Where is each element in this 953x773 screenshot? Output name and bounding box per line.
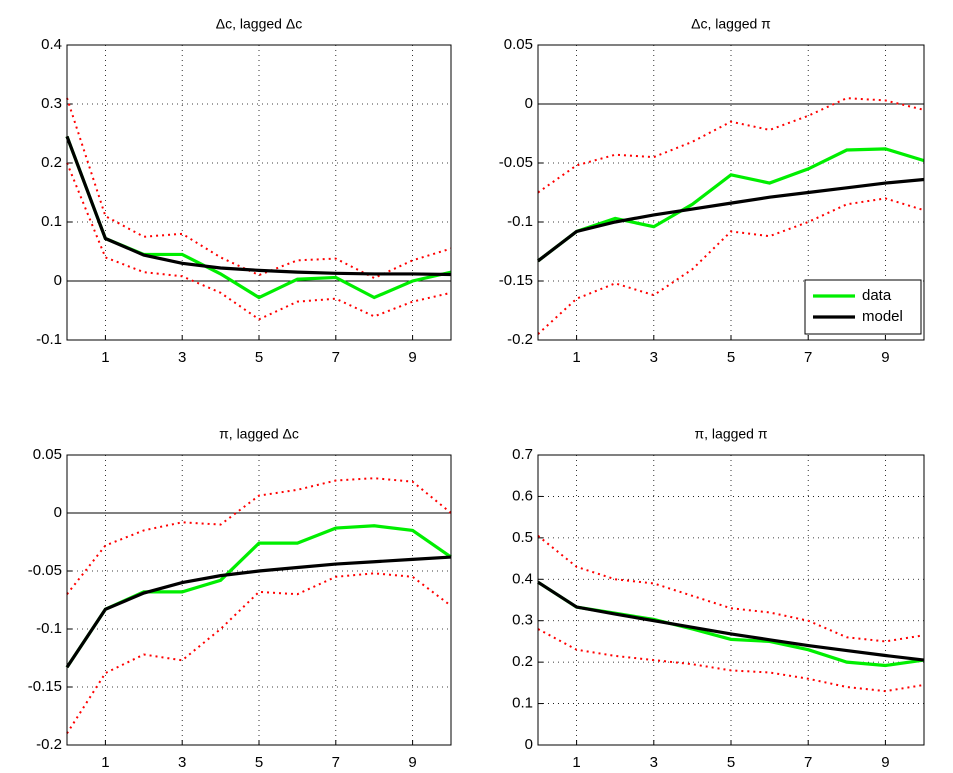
y-tick-label: 0.7 (512, 446, 533, 463)
band-line (66, 572, 452, 734)
x-tick-label: 7 (804, 349, 812, 366)
x-tick-label: 9 (881, 349, 889, 366)
y-tick-label: 0 (525, 736, 533, 753)
y-tick-label: 0 (54, 272, 62, 289)
y-tick-label: -0.05 (28, 562, 62, 579)
y-tick-label: -0.2 (36, 736, 62, 753)
y-tick-label: -0.1 (507, 213, 533, 230)
band-line (66, 477, 452, 595)
x-tick-label: 9 (408, 754, 416, 771)
series-line (65, 555, 452, 669)
x-tick-label: 9 (408, 349, 416, 366)
y-tick-label: -0.15 (499, 272, 533, 289)
x-tick-label: 1 (101, 349, 109, 366)
x-tick-label: 7 (804, 754, 812, 771)
x-tick-label: 5 (727, 349, 735, 366)
y-tick-label: 0.2 (41, 154, 62, 171)
y-tick-label: 0.1 (41, 213, 62, 230)
legend-label: data (862, 287, 892, 304)
x-tick-label: 5 (727, 754, 735, 771)
y-tick-label: 0.4 (41, 36, 62, 53)
x-tick-label: 3 (178, 754, 186, 771)
x-tick-label: 7 (332, 754, 340, 771)
x-tick-label: 9 (881, 754, 889, 771)
y-tick-label: -0.15 (28, 678, 62, 695)
y-tick-label: 0.3 (512, 612, 533, 629)
x-tick-label: 3 (650, 754, 658, 771)
x-tick-label: 5 (255, 754, 263, 771)
y-tick-label: -0.2 (507, 331, 533, 348)
y-tick-label: -0.05 (499, 154, 533, 171)
y-tick-label: -0.1 (36, 620, 62, 637)
y-tick-label: 0.05 (504, 36, 533, 53)
y-tick-label: 0.05 (33, 446, 62, 463)
y-tick-label: 0 (54, 504, 62, 521)
y-tick-label: 0.5 (512, 529, 533, 546)
y-tick-label: 0.2 (512, 653, 533, 670)
series-line (537, 177, 925, 263)
band-line (537, 97, 925, 194)
y-tick-label: -0.1 (36, 331, 62, 348)
plot-frame (66, 454, 452, 746)
legend-box (804, 279, 922, 335)
plot-frame (66, 44, 452, 341)
subplot-title: Δc, lagged π (691, 16, 771, 32)
series-line (537, 147, 925, 263)
subplot-title: π, lagged Δc (219, 426, 299, 442)
x-tick-label: 1 (101, 754, 109, 771)
y-tick-label: 0 (525, 95, 533, 112)
series-line (65, 135, 452, 277)
band-line (66, 162, 452, 321)
subplot-title: π, lagged π (694, 426, 767, 442)
plot-frame (537, 44, 925, 341)
x-tick-label: 5 (255, 349, 263, 366)
y-tick-label: 0.1 (512, 695, 533, 712)
x-tick-label: 1 (572, 754, 580, 771)
band-line (537, 197, 925, 335)
legend-label: model (862, 308, 903, 325)
x-tick-label: 3 (650, 349, 658, 366)
x-tick-label: 1 (572, 349, 580, 366)
x-tick-label: 3 (178, 349, 186, 366)
y-tick-label: 0.3 (41, 95, 62, 112)
band-line (537, 628, 925, 693)
y-tick-label: 0.6 (512, 487, 533, 504)
series-line (537, 580, 925, 662)
subplot-title: Δc, lagged Δc (216, 16, 302, 32)
band-line (537, 535, 925, 643)
plot-frame (537, 454, 925, 746)
y-tick-label: 0.4 (512, 570, 533, 587)
x-tick-label: 7 (332, 349, 340, 366)
series-line (65, 524, 452, 669)
